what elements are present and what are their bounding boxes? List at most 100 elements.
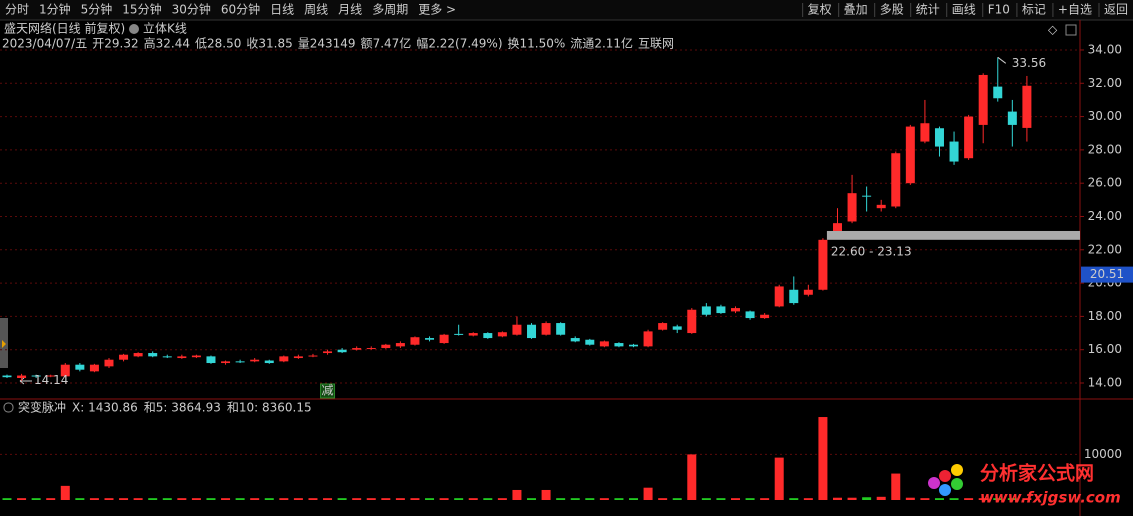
candle-body (716, 306, 726, 314)
candle-body (599, 341, 609, 347)
indicator-icon[interactable] (3, 402, 14, 413)
period-tab[interactable]: 日线 (270, 3, 294, 17)
tool-button[interactable]: 返回 (1104, 3, 1128, 17)
y-tick-label: 10000 (1084, 447, 1122, 461)
stock-title: 盛天网络(日线 前复权) (4, 21, 125, 36)
candle-body (745, 311, 755, 319)
pulse-bar (643, 487, 653, 500)
info-label: 量 (298, 37, 310, 51)
info-value: 28.50 (207, 37, 241, 51)
candle-body (862, 195, 872, 197)
panel-icon[interactable] (1065, 24, 1077, 36)
candle-body (570, 338, 580, 342)
pulse-bar (31, 498, 41, 500)
period-tab[interactable]: 60分钟 (221, 2, 260, 17)
pulse-bar (1007, 498, 1017, 500)
logo-petal (951, 464, 963, 476)
logo: 分析家公式网 www.fxjgsw.com (928, 462, 1121, 507)
pulse-bar (206, 498, 216, 500)
zone-label: 22.60 - 23.13 (831, 244, 912, 258)
pulse-bar (483, 498, 493, 500)
cursor-label: 20.51 (1090, 267, 1124, 281)
candle-body (352, 348, 362, 350)
indicator-title: 突变脉冲 (18, 400, 66, 415)
pulse-bar (701, 498, 711, 500)
candle-body (293, 356, 303, 359)
candle-body (148, 353, 158, 357)
tool-button[interactable]: 统计 (916, 3, 940, 17)
logo-petal (951, 478, 963, 490)
candle-body (308, 355, 318, 357)
period-tab[interactable]: 分时 (5, 3, 29, 17)
logo-petal (939, 484, 951, 496)
pulse-bar (891, 473, 901, 500)
pulse-bar (221, 498, 231, 500)
candle-body (701, 306, 711, 315)
candle-body (279, 356, 289, 362)
candle-body (789, 289, 799, 304)
period-tab[interactable]: 15分钟 (122, 2, 161, 17)
candle-body (468, 333, 478, 336)
candle-body (803, 289, 813, 295)
pulse-bar (570, 498, 580, 500)
period-tab[interactable]: 1分钟 (39, 2, 71, 17)
period-tab[interactable]: 30分钟 (172, 2, 211, 17)
pulse-bar (920, 498, 930, 500)
pulse-bar (323, 498, 333, 500)
period-tab[interactable]: 更多 > (418, 3, 456, 17)
pulse-bar (46, 498, 56, 500)
y-tick-label: 34.00 (1088, 42, 1122, 56)
info-value: 2.22(7.49%) (428, 37, 502, 51)
pulse-bar (774, 457, 784, 500)
candle-body (643, 331, 653, 347)
pulse-bar (629, 498, 639, 500)
pulse-bar (832, 497, 842, 500)
candle-body (964, 116, 974, 159)
period-tab[interactable]: 多周期 (372, 3, 408, 17)
tool-button[interactable]: +自选 (1058, 3, 1092, 17)
candle-body (774, 286, 784, 307)
pulse-bar (1022, 498, 1032, 500)
candle-body (337, 349, 347, 353)
period-tab[interactable]: 月线 (338, 3, 362, 17)
candle-body (1022, 85, 1032, 128)
candle-body (949, 141, 959, 162)
candle-body (366, 348, 376, 350)
info-label: 高 (144, 36, 156, 51)
info-value: 11.50% (520, 37, 566, 51)
pulse-bar (993, 498, 1003, 500)
pulse-bar (964, 498, 974, 500)
pulse-bar (60, 485, 70, 500)
tool-button[interactable]: 画线 (952, 3, 976, 17)
diamond-icon[interactable]: ◇ (1048, 23, 1058, 37)
pulse-bar (162, 498, 172, 500)
period-tab[interactable]: 5分钟 (81, 2, 113, 17)
info-label: 收 (246, 37, 258, 51)
tool-button[interactable]: F10 (988, 3, 1010, 17)
candle-body (454, 333, 464, 335)
info-label: 幅 (416, 36, 428, 51)
pulse-bar (425, 498, 435, 500)
tool-button[interactable]: 标记 (1022, 3, 1046, 17)
tool-button[interactable]: 复权 (808, 3, 832, 17)
pulse-bar (279, 498, 289, 500)
pulse-bar (818, 417, 828, 500)
info-value: 243149 (310, 37, 356, 51)
info-label: 额 (361, 37, 373, 51)
pulse-bar (527, 498, 537, 500)
mode-icon[interactable] (129, 24, 139, 34)
info-value: 2023/04/07/五 (2, 37, 87, 51)
candle-body (191, 355, 201, 358)
y-tick-label: 28.00 (1088, 142, 1122, 156)
candle-body (264, 360, 274, 364)
pulse-bar (89, 498, 99, 500)
pulse-bar (468, 498, 478, 500)
mode-label[interactable]: 立体K线 (143, 21, 187, 36)
candle-body (497, 332, 507, 337)
tool-button[interactable]: 叠加 (844, 3, 868, 17)
candle-body (410, 337, 420, 345)
candle-body (17, 375, 27, 379)
candle-body (629, 344, 639, 347)
tool-button[interactable]: 多股 (880, 3, 904, 17)
period-tab[interactable]: 周线 (304, 3, 328, 17)
